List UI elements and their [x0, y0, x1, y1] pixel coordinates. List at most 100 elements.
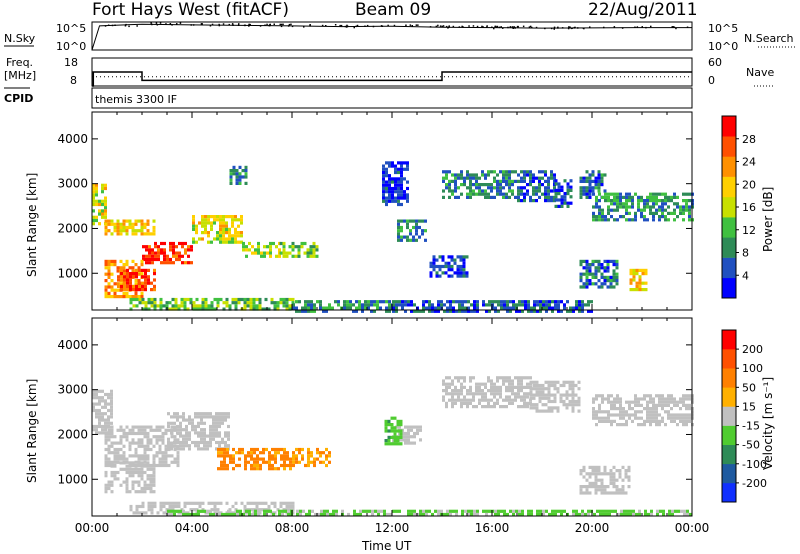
power-cell	[117, 275, 120, 279]
velocity-cell	[679, 407, 682, 411]
velocity-cell	[625, 423, 628, 427]
velocity-cell	[137, 480, 141, 484]
velocity-cell	[520, 389, 523, 393]
power-cell	[400, 174, 403, 178]
freq-line	[92, 71, 692, 87]
velocity-cell	[481, 398, 484, 402]
velocity-cell	[514, 398, 517, 402]
power-cell	[581, 303, 584, 307]
velocity-cell	[197, 444, 200, 448]
power-cell	[422, 303, 425, 307]
power-heatmap	[92, 161, 694, 313]
power-cell	[210, 240, 213, 244]
velocity-cell	[594, 478, 598, 482]
power-cell	[134, 291, 138, 295]
velocity-cell	[457, 389, 460, 393]
velocity-cell	[542, 512, 545, 517]
power-cell	[485, 303, 488, 307]
velocity-cell	[390, 442, 394, 446]
velocity-cell	[289, 460, 292, 464]
power-cell	[682, 211, 685, 215]
power-cell	[622, 195, 625, 199]
power-cell	[309, 245, 313, 249]
velocity-cell	[532, 387, 536, 391]
power-cell	[553, 176, 556, 180]
power-cell	[107, 269, 111, 273]
power-cell	[169, 241, 172, 246]
velocity-cell	[445, 376, 448, 380]
velocity-cell	[448, 385, 451, 389]
velocity-cell	[183, 501, 187, 505]
velocity-cell	[107, 480, 111, 484]
velocity-cell	[683, 509, 686, 513]
power-cell	[505, 173, 508, 177]
power-cell	[551, 300, 554, 304]
velocity-cell	[212, 421, 215, 425]
power-cell	[291, 248, 295, 252]
power-cell	[307, 306, 310, 310]
velocity-cell	[116, 454, 120, 458]
power-cell	[472, 189, 475, 193]
velocity-cell	[158, 457, 162, 461]
velocity-cell	[407, 428, 410, 432]
power-cell	[156, 304, 160, 308]
power-cell	[397, 170, 400, 175]
velocity-cell	[598, 407, 601, 411]
velocity-cell	[392, 509, 395, 513]
power-cell	[186, 297, 190, 302]
power-cell	[532, 186, 535, 190]
power-cell	[278, 254, 281, 258]
velocity-cell	[113, 460, 117, 464]
nsky-point	[339, 24, 341, 27]
power-cell	[400, 183, 403, 187]
velocity-cell	[95, 408, 98, 413]
power-cell	[141, 284, 144, 288]
velocity-cell	[158, 438, 162, 442]
velocity-cell	[607, 400, 610, 404]
power-cell	[597, 179, 601, 183]
nsky-point	[288, 23, 291, 26]
power-cell	[529, 179, 532, 183]
power-cell	[597, 263, 601, 267]
velocity-cell	[317, 512, 320, 517]
velocity-cell	[308, 509, 311, 513]
velocity-cell	[472, 392, 475, 396]
velocity-cell	[137, 438, 141, 442]
velocity-cell	[158, 463, 162, 468]
velocity-cell	[150, 501, 154, 505]
power-cell	[152, 219, 156, 223]
velocity-cell	[487, 398, 490, 402]
power-cell	[129, 297, 133, 302]
velocity-cell	[116, 447, 120, 452]
velocity-cell	[146, 461, 150, 465]
power-cell	[488, 309, 491, 313]
power-cell	[502, 170, 505, 174]
nsky-point	[496, 26, 498, 28]
power-cell	[640, 195, 643, 199]
velocity-cell	[398, 509, 401, 513]
power-cell	[373, 303, 376, 307]
velocity-cell	[556, 409, 560, 413]
power-cell	[201, 304, 205, 308]
velocity-cell	[646, 407, 649, 411]
velocity-cell	[235, 451, 238, 455]
power-cell	[579, 285, 583, 289]
power-cell	[448, 195, 451, 199]
power-cell	[147, 301, 151, 305]
power-cell	[113, 229, 117, 233]
power-cell	[235, 181, 239, 185]
velocity-cell	[478, 385, 481, 389]
power-cell	[204, 218, 207, 222]
velocity-cell	[206, 434, 209, 438]
power-cell	[638, 281, 642, 285]
velocity-cell	[149, 483, 153, 487]
power-cell	[140, 295, 144, 299]
power-cell	[163, 257, 166, 262]
power-cell	[545, 303, 548, 307]
power-cell	[169, 245, 172, 249]
power-cell	[144, 275, 147, 279]
velocity-cell	[621, 478, 625, 482]
velocity-cell	[597, 472, 601, 476]
power-cell	[304, 309, 307, 313]
velocity-cell	[428, 509, 431, 513]
